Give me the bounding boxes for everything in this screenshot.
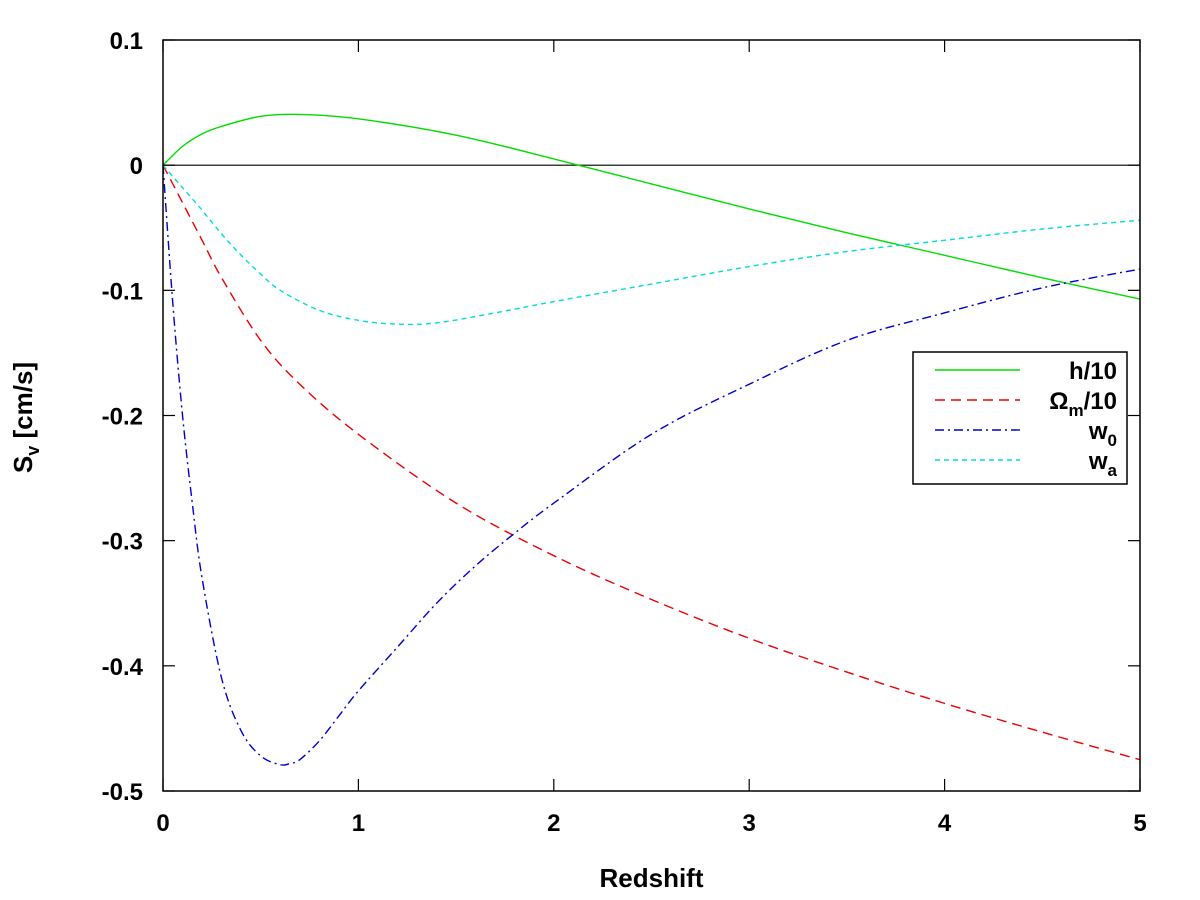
x-tick-label: 0	[156, 810, 169, 837]
x-tick-label: 5	[1133, 810, 1146, 837]
y-tick-label: -0.3	[102, 529, 143, 556]
y-tick-label: -0.5	[102, 779, 143, 806]
series-line-1	[162, 113, 1141, 300]
x-axis-label: Redshift	[600, 863, 704, 893]
y-tick-label: -0.4	[102, 654, 144, 681]
legend-label-2: Ωm/10	[1049, 388, 1117, 420]
x-tick-label: 3	[743, 810, 756, 837]
x-tick-label: 1	[352, 810, 365, 837]
x-tick-label: 4	[938, 810, 952, 837]
legend-box	[912, 351, 1128, 485]
x-tick-label: 2	[547, 810, 560, 837]
legend-label-1: h/10	[1069, 358, 1117, 385]
series-line-4	[162, 164, 1141, 326]
series-line-3	[162, 165, 1141, 766]
y-tick-label: -0.2	[102, 404, 143, 431]
legend-label-4: wa	[1088, 448, 1118, 480]
legend-label-3: w0	[1088, 418, 1117, 450]
y-tick-label: 0.1	[110, 28, 143, 55]
y-axis-label: Sv [cm/s]	[8, 362, 43, 473]
y-tick-label: 0	[130, 153, 143, 180]
series-line-2	[162, 164, 1141, 761]
y-tick-label: -0.1	[102, 278, 143, 305]
